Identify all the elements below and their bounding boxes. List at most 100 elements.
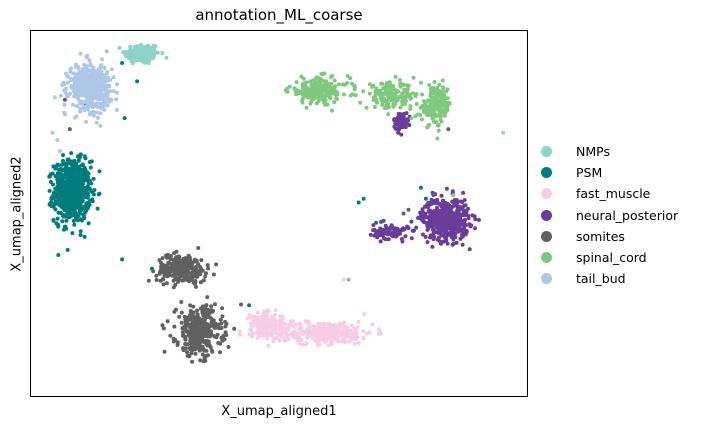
point-fast-muscle [269, 314, 274, 319]
point-neural-posterior [381, 227, 385, 232]
point-tail-bud [68, 69, 73, 74]
point-fast-muscle [379, 331, 384, 336]
legend-item-neural-posterior: neural_posterior [541, 205, 678, 226]
point-PSM [69, 168, 74, 173]
point-somites [201, 278, 206, 283]
point-neural-posterior [454, 217, 459, 222]
point-fast-muscle [266, 323, 271, 328]
point-spinal-cord [316, 88, 321, 92]
point-fast-muscle [354, 333, 359, 338]
point-spinal-cord [379, 98, 384, 102]
point-fast-muscle [344, 329, 349, 334]
point-somites [199, 339, 204, 344]
point-somites [186, 266, 190, 271]
point-NMPs [136, 57, 141, 62]
point-tail-bud [73, 75, 78, 80]
point-NMPs [130, 54, 135, 59]
point-PSM [120, 61, 125, 65]
point-spinal-cord [332, 78, 337, 83]
point-spinal-cord [361, 89, 366, 94]
point-spinal-cord [320, 83, 325, 88]
point-tail-bud [91, 91, 95, 96]
point-somites [192, 337, 197, 342]
point-NMPs [138, 52, 143, 57]
point-fast-muscle [306, 322, 311, 327]
point-fast-muscle [264, 326, 269, 331]
point-somites [207, 334, 212, 339]
point-spinal-cord [294, 88, 299, 93]
point-spinal-cord [431, 98, 436, 103]
point-spinal-cord [408, 107, 413, 111]
point-fast-muscle [326, 343, 331, 348]
point-fast-muscle [298, 337, 303, 342]
point-spinal-cord [402, 87, 407, 92]
point-PSM [78, 233, 83, 237]
point-somites [146, 278, 151, 283]
point-spinal-cord [300, 92, 305, 97]
point-spinal-cord [420, 92, 425, 97]
point-neural-posterior [426, 200, 431, 205]
point-tail-bud [91, 113, 96, 118]
point-somites [175, 277, 180, 282]
point-PSM [72, 208, 77, 213]
point-somites [67, 127, 72, 132]
legend-label: spinal_cord [576, 250, 647, 266]
point-somites [239, 302, 243, 307]
point-somites [204, 303, 209, 308]
point-PSM [67, 214, 72, 219]
point-spinal-cord [308, 101, 313, 106]
point-tail-bud [77, 86, 82, 91]
point-spinal-cord [431, 95, 436, 100]
point-PSM [374, 220, 379, 225]
point-neural-posterior [470, 213, 475, 218]
point-neural-posterior [386, 237, 391, 242]
point-PSM [61, 180, 66, 185]
point-fast-muscle [266, 320, 271, 325]
point-PSM [83, 156, 88, 161]
point-NMPs [147, 55, 152, 60]
point-NMPs [155, 50, 160, 55]
point-PSM [423, 196, 428, 201]
point-spinal-cord [418, 80, 423, 85]
point-somites [213, 322, 217, 327]
point-somites [171, 339, 176, 344]
point-somites [208, 345, 213, 350]
point-spinal-cord [437, 89, 442, 93]
point-spinal-cord [364, 105, 369, 110]
point-spinal-cord [451, 193, 456, 198]
point-fast-muscle [340, 331, 345, 336]
point-fast-muscle [329, 340, 333, 345]
point-somites [173, 268, 178, 273]
point-PSM [96, 192, 101, 197]
point-neural-posterior [443, 222, 447, 227]
point-fast-muscle [328, 336, 333, 341]
legend-label: fast_muscle [576, 186, 651, 202]
point-fast-muscle [304, 319, 309, 323]
point-PSM [72, 191, 77, 196]
point-spinal-cord [432, 80, 437, 84]
point-somites [202, 318, 207, 323]
point-PSM [79, 163, 84, 168]
point-neural-posterior [371, 223, 376, 228]
point-PSM [71, 195, 76, 200]
point-spinal-cord [302, 81, 307, 86]
point-neural-posterior [432, 216, 437, 221]
point-fast-muscle [307, 326, 312, 330]
point-somites [204, 348, 209, 353]
point-fast-muscle [362, 312, 367, 317]
point-PSM [90, 190, 95, 195]
point-NMPs [152, 52, 157, 57]
point-NMPs [126, 54, 131, 59]
point-neural-posterior [390, 234, 395, 238]
point-somites [190, 348, 195, 353]
point-PSM [70, 173, 75, 178]
point-tail-bud [114, 108, 119, 112]
point-PSM [361, 196, 366, 201]
point-fast-muscle [274, 336, 279, 341]
point-spinal-cord [379, 81, 384, 86]
point-neural-posterior [438, 239, 442, 244]
point-fast-muscle [349, 323, 354, 328]
point-tail-bud [74, 104, 79, 109]
point-PSM [79, 187, 84, 192]
point-fast-muscle [338, 321, 342, 326]
